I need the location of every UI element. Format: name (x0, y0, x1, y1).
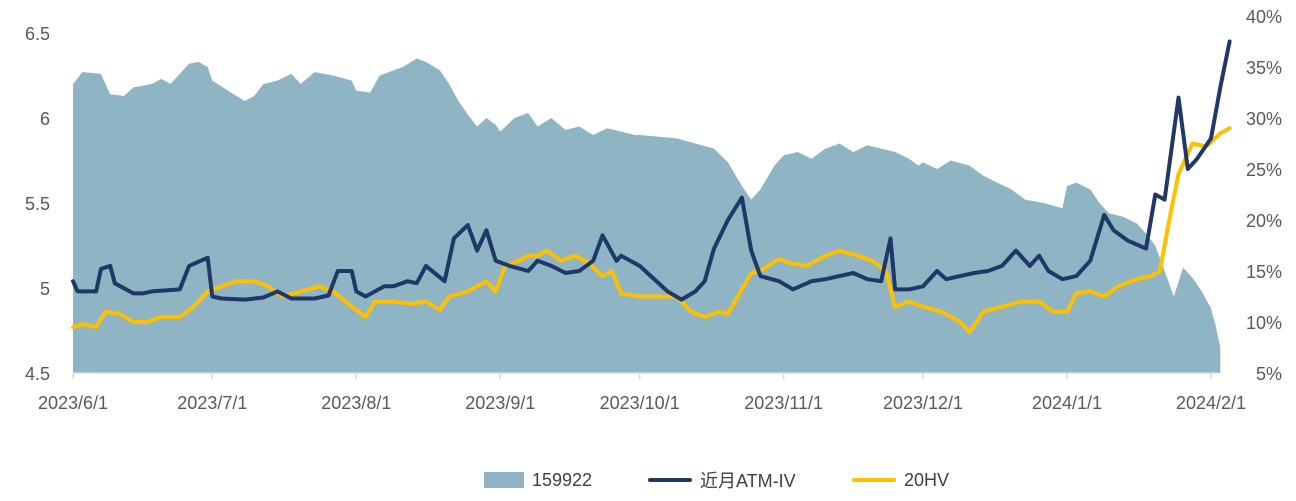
x-tick-label: 2023/11/1 (744, 393, 823, 413)
legend-label: 159922 (532, 469, 593, 490)
y-right-tick-label: 40% (1246, 7, 1282, 27)
area-159922 (73, 58, 1221, 373)
y-right-tick-label: 35% (1246, 58, 1282, 78)
chart-canvas: 2023/6/1 2023/7/1 2023/8/1 2023/9/1 2023/10/… (25, 7, 1282, 413)
x-tick-label: 2023/10/1 (600, 393, 680, 413)
y-left-tick-label: 6 (40, 109, 50, 129)
legend-swatch-area (484, 472, 524, 488)
y-right-tick-label: 5% (1256, 364, 1282, 384)
legend-label: 20HV (904, 469, 950, 490)
x-tick-label: 2023/9/1 (465, 393, 535, 413)
x-tick-label: 2024/2/1 (1176, 393, 1246, 413)
y-right-tick-label: 15% (1246, 262, 1282, 282)
legend-swatch-line (852, 478, 896, 482)
series-line-20hv (71, 126, 1232, 335)
line-atm-iv (71, 39, 1232, 302)
y-axis-left: 4.5 5 5.5 6 6.5 (25, 24, 50, 384)
y-left-tick-label: 5 (40, 279, 50, 299)
series-line-atm-iv (71, 39, 1232, 302)
legend-item-atm-iv[interactable]: 近月ATM-IV (648, 462, 796, 498)
y-left-tick-label: 5.5 (25, 194, 50, 214)
series-area-159922 (73, 58, 1221, 373)
line-20hv (71, 126, 1232, 335)
x-tick-label: 2023/7/1 (177, 393, 247, 413)
x-axis: 2023/6/1 2023/7/1 2023/8/1 2023/9/1 2023/10/… (38, 372, 1246, 413)
y-axis-right: 5% 10% 15% 20% 25% 30% 35% 40% (1246, 7, 1282, 384)
legend: 159922 近月ATM-IV 20HV (0, 462, 1296, 498)
y-right-tick-label: 20% (1246, 211, 1282, 231)
y-right-tick-label: 10% (1246, 313, 1282, 333)
legend-swatch-line (648, 478, 692, 482)
legend-item-20hv[interactable]: 20HV (852, 462, 949, 498)
legend-item-159922[interactable]: 159922 (484, 462, 592, 498)
y-left-tick-label: 4.5 (25, 364, 50, 384)
x-tick-label: 2023/6/1 (38, 393, 108, 413)
y-right-tick-label: 25% (1246, 160, 1282, 180)
y-left-tick-label: 6.5 (25, 24, 50, 44)
y-right-tick-label: 30% (1246, 109, 1282, 129)
x-tick-label: 2023/8/1 (321, 393, 391, 413)
legend-label: 近月ATM-IV (700, 471, 796, 491)
x-tick-label: 2024/1/1 (1032, 393, 1102, 413)
x-tick-label: 2023/12/1 (883, 393, 963, 413)
